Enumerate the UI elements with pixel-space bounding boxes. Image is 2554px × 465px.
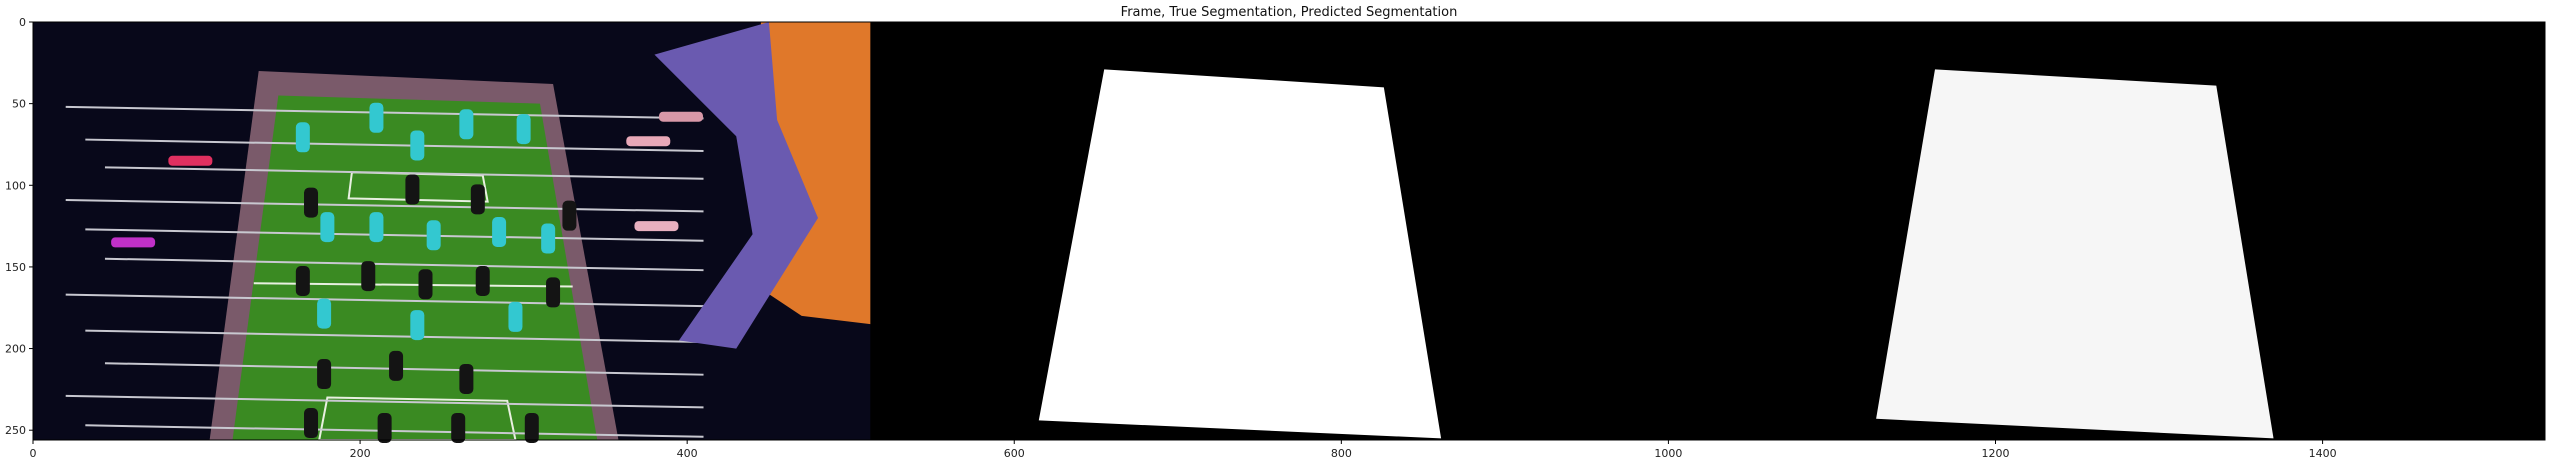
x-tick-label: 600 bbox=[1004, 447, 1025, 460]
x-tick-label: 400 bbox=[677, 447, 698, 460]
panel-frame bbox=[33, 22, 871, 443]
player-cyan bbox=[369, 212, 384, 243]
player-cyan bbox=[320, 212, 335, 243]
player-cyan bbox=[295, 122, 310, 153]
y-tick-label: 50 bbox=[12, 98, 26, 111]
player-black bbox=[377, 412, 392, 443]
rod-handle bbox=[111, 237, 156, 248]
player-black bbox=[389, 350, 404, 381]
player-black bbox=[451, 412, 466, 443]
plot-area bbox=[32, 21, 2546, 443]
rod bbox=[65, 198, 704, 213]
y-tick-label: 0 bbox=[19, 16, 26, 29]
y-tick-label: 100 bbox=[5, 179, 26, 192]
rod bbox=[65, 293, 704, 308]
player-black bbox=[304, 187, 319, 218]
x-tick-label: 200 bbox=[350, 447, 371, 460]
x-axis: 0 200 400 600 800 1000 1200 1400 bbox=[30, 440, 2337, 460]
rod-handle bbox=[658, 111, 703, 122]
foosball-rods bbox=[65, 105, 704, 438]
person-arm bbox=[654, 22, 818, 349]
player-cyan bbox=[410, 310, 425, 341]
predicted-segmentation-mask bbox=[1876, 69, 2274, 439]
foosball-players bbox=[295, 102, 577, 443]
player-cyan bbox=[369, 102, 384, 133]
player-cyan bbox=[317, 298, 332, 329]
foosball-field bbox=[232, 95, 598, 440]
x-tick-label: 1200 bbox=[1982, 447, 2010, 460]
rod bbox=[85, 138, 704, 152]
player-black bbox=[317, 359, 332, 390]
rod bbox=[104, 257, 704, 272]
rod bbox=[104, 166, 704, 180]
y-tick-label: 250 bbox=[5, 424, 26, 437]
rod-handles bbox=[111, 111, 703, 248]
player-cyan bbox=[459, 109, 474, 140]
rod bbox=[65, 105, 704, 120]
player-black bbox=[295, 265, 310, 296]
y-tick-label: 200 bbox=[5, 343, 26, 356]
player-cyan bbox=[516, 114, 531, 145]
chart-title: Frame, True Segmentation, Predicted Segm… bbox=[1121, 5, 1458, 20]
player-black bbox=[459, 363, 474, 394]
x-tick-label: 1400 bbox=[2309, 447, 2337, 460]
player-black bbox=[475, 265, 490, 296]
rod bbox=[85, 329, 704, 344]
rod bbox=[65, 394, 704, 409]
player-black bbox=[304, 408, 319, 439]
player-black bbox=[524, 412, 539, 443]
y-axis: 0 50 100 150 200 250 bbox=[5, 16, 33, 437]
rod-handle bbox=[634, 221, 679, 232]
player-cyan bbox=[508, 301, 523, 332]
player-black bbox=[546, 277, 561, 308]
y-tick-label: 150 bbox=[5, 261, 26, 274]
x-tick-label: 0 bbox=[30, 447, 37, 460]
rod bbox=[104, 362, 704, 376]
axes-frame bbox=[32, 21, 2546, 441]
rod bbox=[85, 228, 704, 242]
true-segmentation-mask bbox=[1038, 69, 1442, 439]
player-black bbox=[418, 269, 433, 300]
player-black bbox=[361, 261, 376, 292]
player-cyan bbox=[410, 130, 425, 161]
player-black bbox=[562, 200, 577, 231]
player-cyan bbox=[541, 223, 556, 254]
player-cyan bbox=[492, 217, 507, 247]
rod-handle bbox=[626, 136, 671, 147]
rod bbox=[85, 424, 704, 438]
x-tick-label: 800 bbox=[1331, 447, 1352, 460]
player-black bbox=[405, 174, 420, 205]
player-cyan bbox=[426, 220, 441, 251]
x-tick-label: 1000 bbox=[1654, 447, 1682, 460]
rod-handle bbox=[168, 155, 213, 166]
player-black bbox=[470, 184, 485, 215]
